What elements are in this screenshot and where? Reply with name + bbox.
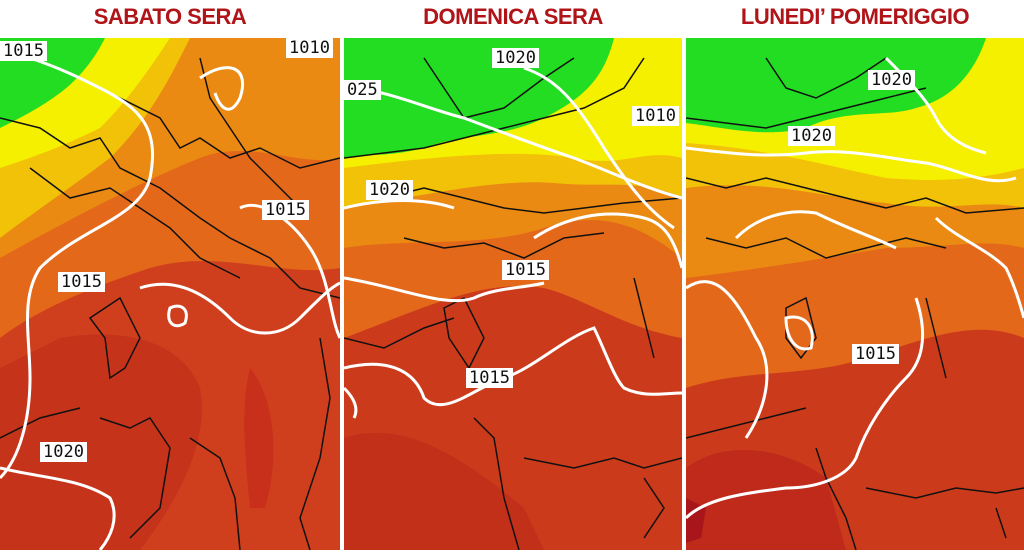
panel-title-domenica: DOMENICA SERA [423,4,603,29]
map-panel-sabato: 1015 1010 1015 1015 1020 [0,38,340,550]
isobar-label: 1015 [466,368,513,388]
isobar-label: 1010 [286,38,333,58]
pressure-temperature-map [344,38,682,550]
isobar-label: 1020 [492,48,539,68]
isobar-label: 1015 [262,200,309,220]
map-panel-lunedi: 1020 1020 1015 [686,38,1024,550]
panel-title-sabato: SABATO SERA [93,4,247,29]
isobar-label: 1020 [366,180,413,200]
isobar-label: 025 [344,80,381,100]
isobar-label: 1015 [502,260,549,280]
isobar-label: 1015 [0,41,47,61]
isobar-label: 1020 [868,70,915,90]
map-panel-domenica: 1020 025 1010 1020 1015 1015 [344,38,682,550]
isobar-label: 1015 [58,272,105,292]
isobar-label: 1010 [632,106,679,126]
isobar-label: 1020 [788,126,835,146]
pressure-temperature-map [686,38,1024,550]
pressure-temperature-map [0,38,340,550]
isobar-label: 1015 [852,344,899,364]
panel-title-lunedi: LUNEDI’ POMERIGGIO [740,4,970,29]
isobar-label: 1020 [40,442,87,462]
